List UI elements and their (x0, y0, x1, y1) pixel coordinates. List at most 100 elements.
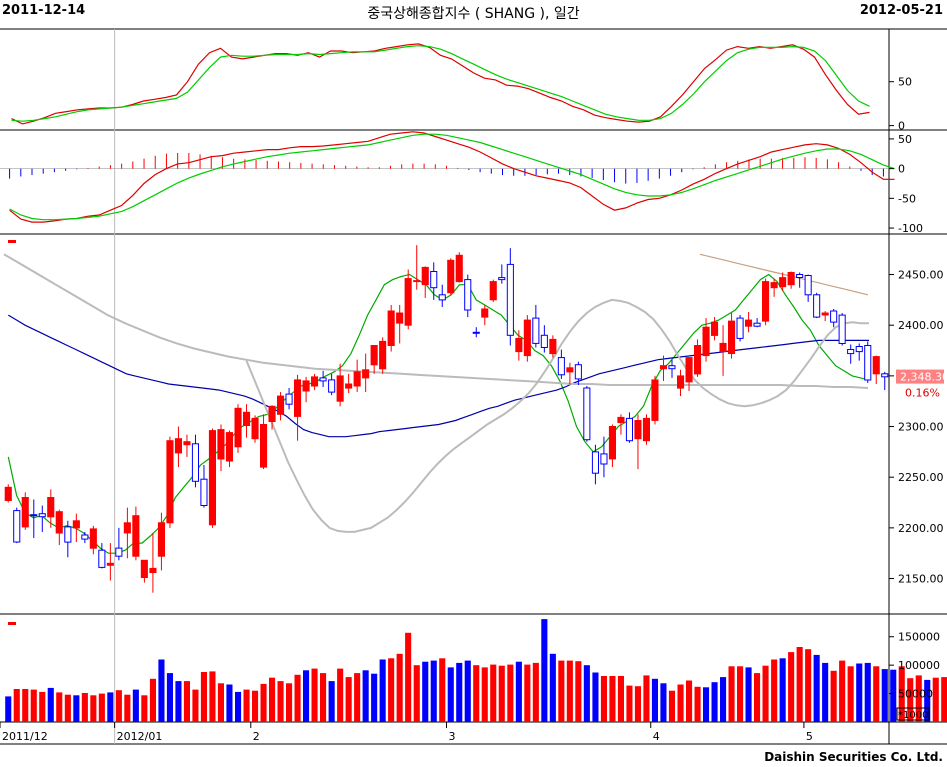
candle-body (285, 393, 293, 405)
volume-bar (566, 660, 573, 722)
candle-body (651, 379, 659, 421)
volume-bar (745, 667, 752, 722)
candle-body (243, 411, 251, 426)
volume-bar (830, 670, 837, 722)
candle-body (838, 314, 846, 345)
volume-tick-label: 50000 (898, 688, 933, 701)
volume-bar (507, 664, 514, 722)
candle-body (183, 441, 191, 446)
volume-bar (447, 667, 454, 722)
candle-body (711, 321, 719, 336)
candle-body (566, 367, 574, 373)
candle-body (123, 522, 131, 534)
volume-bar (362, 670, 369, 722)
x-tick-label: 5 (806, 730, 813, 743)
volume-bar (311, 668, 318, 722)
volume-unit-label: *1000 (898, 710, 928, 721)
candle-body (345, 383, 353, 389)
volume-bar (890, 669, 897, 722)
volume-bar (294, 674, 301, 722)
candle-body (302, 380, 310, 392)
volume-tick-label: 150000 (898, 631, 940, 644)
macd-signal-line (9, 133, 895, 221)
volume-bar (737, 666, 744, 722)
volume-bar (209, 671, 216, 722)
volume-bar (634, 686, 641, 722)
x-tick-label: 2 (253, 730, 260, 743)
macd-tick-label: -50 (898, 192, 916, 205)
price-tick-label: 2300.00 (898, 421, 944, 434)
start-date: 2011-12-14 (2, 3, 86, 18)
volume-bar (481, 667, 488, 722)
candle-body (166, 440, 174, 524)
volume-bar (907, 678, 914, 722)
volume-bar (549, 653, 556, 722)
end-date: 2012-05-21 (859, 3, 943, 18)
candle-body (421, 266, 429, 286)
x-tick-label: 4 (653, 730, 660, 743)
candle-body (770, 282, 778, 289)
candle-body (13, 510, 21, 543)
candle-body (234, 407, 242, 448)
candle-body (498, 277, 506, 281)
volume-bar (864, 662, 871, 722)
volume-tick-label: 100000 (898, 659, 940, 672)
candle-body (881, 373, 889, 378)
volume-bar (158, 659, 165, 722)
candle-body (30, 514, 38, 517)
moving-average-line (699, 253, 869, 296)
volume-bar (286, 683, 293, 722)
candle-body (55, 511, 63, 534)
candle-body (574, 364, 582, 380)
candle-body (745, 319, 753, 327)
volume-bar (541, 619, 548, 722)
candle-body (506, 263, 514, 336)
candle-body (64, 526, 72, 543)
candle-body (779, 277, 787, 288)
volume-bar (107, 692, 114, 722)
price-tick-label: 2450.00 (898, 269, 944, 282)
volume-bar (822, 662, 829, 722)
candle-body (311, 376, 319, 387)
volume-bar (405, 632, 412, 722)
volume-bar (805, 649, 812, 722)
volume-bar (200, 672, 207, 722)
volume-bar (728, 666, 735, 722)
volume-bar (132, 689, 139, 722)
candle-body (362, 369, 370, 379)
candle-body (787, 272, 795, 286)
candle-body (677, 375, 685, 389)
candle-body (796, 274, 804, 278)
volume-bar (660, 683, 667, 722)
volume-bar (430, 660, 437, 722)
candle-body (115, 547, 123, 557)
candle-body (438, 294, 446, 301)
volume-bar (592, 672, 599, 722)
candle-body (728, 320, 736, 355)
moving-average-line (7, 273, 870, 554)
volume-bar (243, 689, 250, 722)
volume-bar (260, 683, 267, 722)
volume-bar (388, 658, 395, 722)
candle-body (830, 310, 838, 323)
candle-body (736, 317, 744, 339)
candle-body (294, 379, 302, 417)
candle-body (762, 281, 770, 322)
candle-body (140, 559, 148, 578)
candle-body (549, 338, 557, 355)
volume-bar (515, 661, 522, 722)
volume-bar (175, 681, 182, 722)
candle-body (413, 280, 421, 283)
candle-body (864, 345, 872, 381)
candle-body (515, 337, 523, 353)
candle-body (387, 310, 395, 346)
candle-body (583, 387, 591, 441)
candle-body (608, 426, 617, 460)
candle-body (813, 294, 821, 318)
candle-body (353, 371, 361, 387)
volume-bar (345, 677, 352, 722)
volume-bar (183, 681, 190, 722)
volume-bar (651, 678, 658, 722)
candle-body (430, 271, 438, 289)
candle-body (489, 281, 497, 301)
